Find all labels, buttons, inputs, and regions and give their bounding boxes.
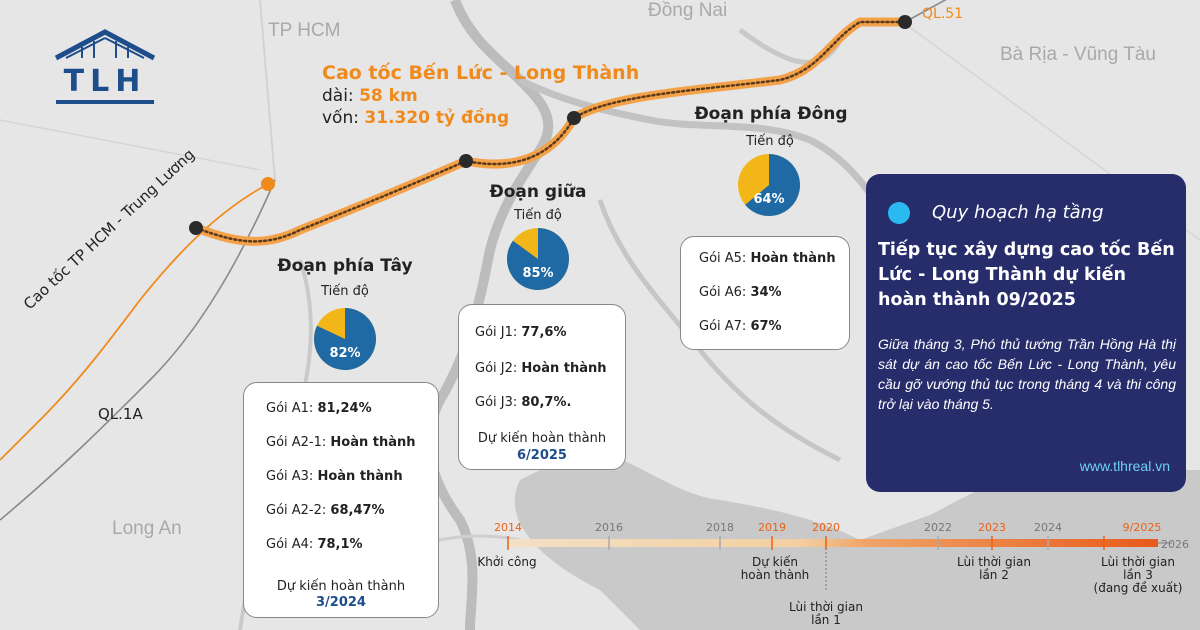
middle-package-j2: Gói J2: Hoàn thành <box>475 361 607 376</box>
middle-expected-label: Dự kiến hoàn thành <box>477 431 607 446</box>
middle-package-j3-value: 80,7%. <box>521 395 572 410</box>
panel-tag: Quy hoạch hạ tầng <box>932 202 1104 223</box>
middle-expected-date: 6/2025 <box>517 448 567 463</box>
west-package-a4-value: 78,1% <box>317 537 363 552</box>
east-package-a7-value: 67% <box>750 319 782 334</box>
west-package-a2-1-label: Gói A2-1: <box>266 435 331 450</box>
logo-roof-icon <box>54 29 156 61</box>
region-dong-nai: Đồng Nai <box>648 0 728 21</box>
news-panel: Quy hoạch hạ tầng Tiếp tục xây dựng cao … <box>866 174 1186 492</box>
project-capital: vốn: 31.320 tỷ đồng <box>322 108 509 128</box>
west-package-a1-value: 81,24% <box>317 401 372 416</box>
node-middle-east <box>567 111 581 125</box>
logo-text: TLH <box>63 64 147 99</box>
middle-package-j3-label: Gói J3: <box>475 395 522 410</box>
section-west-card: Gói A1: 81,24% Gói A2-1: Hoàn thành Gói … <box>243 382 439 618</box>
section-east-pie: 64% <box>738 154 800 216</box>
logo: TLH <box>52 28 162 108</box>
middle-package-j2-value: Hoàn thành <box>521 361 607 376</box>
section-middle-card: Gói J1: 77,6% Gói J2: Hoàn thành Gói J3:… <box>458 304 626 470</box>
middle-package-j1-value: 77,6% <box>521 325 567 340</box>
section-west-pie-svg <box>314 308 376 370</box>
west-package-a1-label: Gói A1: <box>266 401 318 416</box>
region-ba-ria-vung-tau: Bà Rịa - Vũng Tàu <box>1000 44 1156 65</box>
node-west-end <box>189 221 203 235</box>
west-package-a3: Gói A3: Hoàn thành <box>266 469 403 484</box>
project-capital-label: vốn: <box>322 108 365 128</box>
west-package-a2-2-value: 68,47% <box>330 503 385 518</box>
middle-package-j1: Gói J1: 77,6% <box>475 325 567 340</box>
section-middle-pie-svg <box>507 228 569 290</box>
west-package-a3-label: Gói A3: <box>266 469 318 484</box>
east-package-a5-label: Gói A5: <box>699 251 751 266</box>
middle-package-j2-label: Gói J2: <box>475 361 522 376</box>
section-middle-pie-value: 85% <box>522 266 554 281</box>
west-package-a1: Gói A1: 81,24% <box>266 401 372 416</box>
panel-dot-icon <box>888 202 910 224</box>
node-west-middle <box>459 154 473 168</box>
section-west-title: Đoạn phía Tây <box>277 256 413 276</box>
pie-progress-slice <box>507 228 569 290</box>
pie-progress-slice <box>745 154 800 216</box>
section-west-pie: 82% <box>314 308 376 370</box>
project-length: dài: 58 km <box>322 86 418 106</box>
section-west-pie-value: 82% <box>329 346 361 361</box>
road-label-ql1a: QL.1A <box>98 405 143 423</box>
section-west-progress-label: Tiến độ <box>321 284 369 299</box>
section-east-pie-svg <box>738 154 800 216</box>
west-package-a2-2-label: Gói A2-2: <box>266 503 331 518</box>
project-length-label: dài: <box>322 86 360 106</box>
node-interchange <box>261 177 275 191</box>
logo-underline <box>56 100 154 104</box>
west-package-a2-1: Gói A2-1: Hoàn thành <box>266 435 416 450</box>
west-expected-date: 3/2024 <box>316 595 366 610</box>
east-package-a7: Gói A7: 67% <box>699 319 782 334</box>
project-capital-value: 31.320 tỷ đồng <box>364 108 510 128</box>
region-long-an: Long An <box>112 518 182 539</box>
west-package-a2-2: Gói A2-2: 68,47% <box>266 503 385 518</box>
west-package-a2-1-value: Hoàn thành <box>330 435 416 450</box>
node-east-end <box>898 15 912 29</box>
panel-body: Giữa tháng 3, Phó thủ tướng Trần Hồng Hà… <box>878 336 1176 412</box>
west-package-a3-value: Hoàn thành <box>317 469 403 484</box>
east-package-a6-label: Gói A6: <box>699 285 751 300</box>
project-title: Cao tốc Bến Lức - Long Thành <box>322 62 640 84</box>
east-package-a6: Gói A6: 34% <box>699 285 782 300</box>
middle-package-j1-label: Gói J1: <box>475 325 522 340</box>
road-label-ql51: QL.51 <box>922 6 964 22</box>
project-length-value: 58 km <box>359 86 418 106</box>
section-middle-progress-label: Tiến độ <box>514 208 562 223</box>
section-east-title: Đoạn phía Đông <box>694 104 848 124</box>
east-package-a6-value: 34% <box>750 285 782 300</box>
section-east-progress-label: Tiến độ <box>746 134 794 149</box>
section-east-card: Gói A5: Hoàn thành Gói A6: 34% Gói A7: 6… <box>680 236 850 350</box>
east-package-a7-label: Gói A7: <box>699 319 751 334</box>
section-middle-title: Đoạn giữa <box>489 182 587 202</box>
east-package-a5-value: Hoàn thành <box>750 251 836 266</box>
west-package-a4: Gói A4: 78,1% <box>266 537 363 552</box>
panel-website-link[interactable]: www.tlhreal.vn <box>1079 458 1170 474</box>
panel-headline: Tiếp tục xây dựng cao tốc Bến Lức - Long… <box>878 240 1175 310</box>
east-package-a5: Gói A5: Hoàn thành <box>699 251 836 266</box>
west-expected-label: Dự kiến hoàn thành <box>276 579 406 594</box>
section-east-pie-value: 64% <box>753 192 785 207</box>
section-middle-pie: 85% <box>507 228 569 290</box>
west-package-a4-label: Gói A4: <box>266 537 318 552</box>
region-tp-hcm: TP HCM <box>268 20 341 41</box>
middle-package-j3: Gói J3: 80,7%. <box>475 395 571 410</box>
pie-progress-slice <box>314 308 376 370</box>
